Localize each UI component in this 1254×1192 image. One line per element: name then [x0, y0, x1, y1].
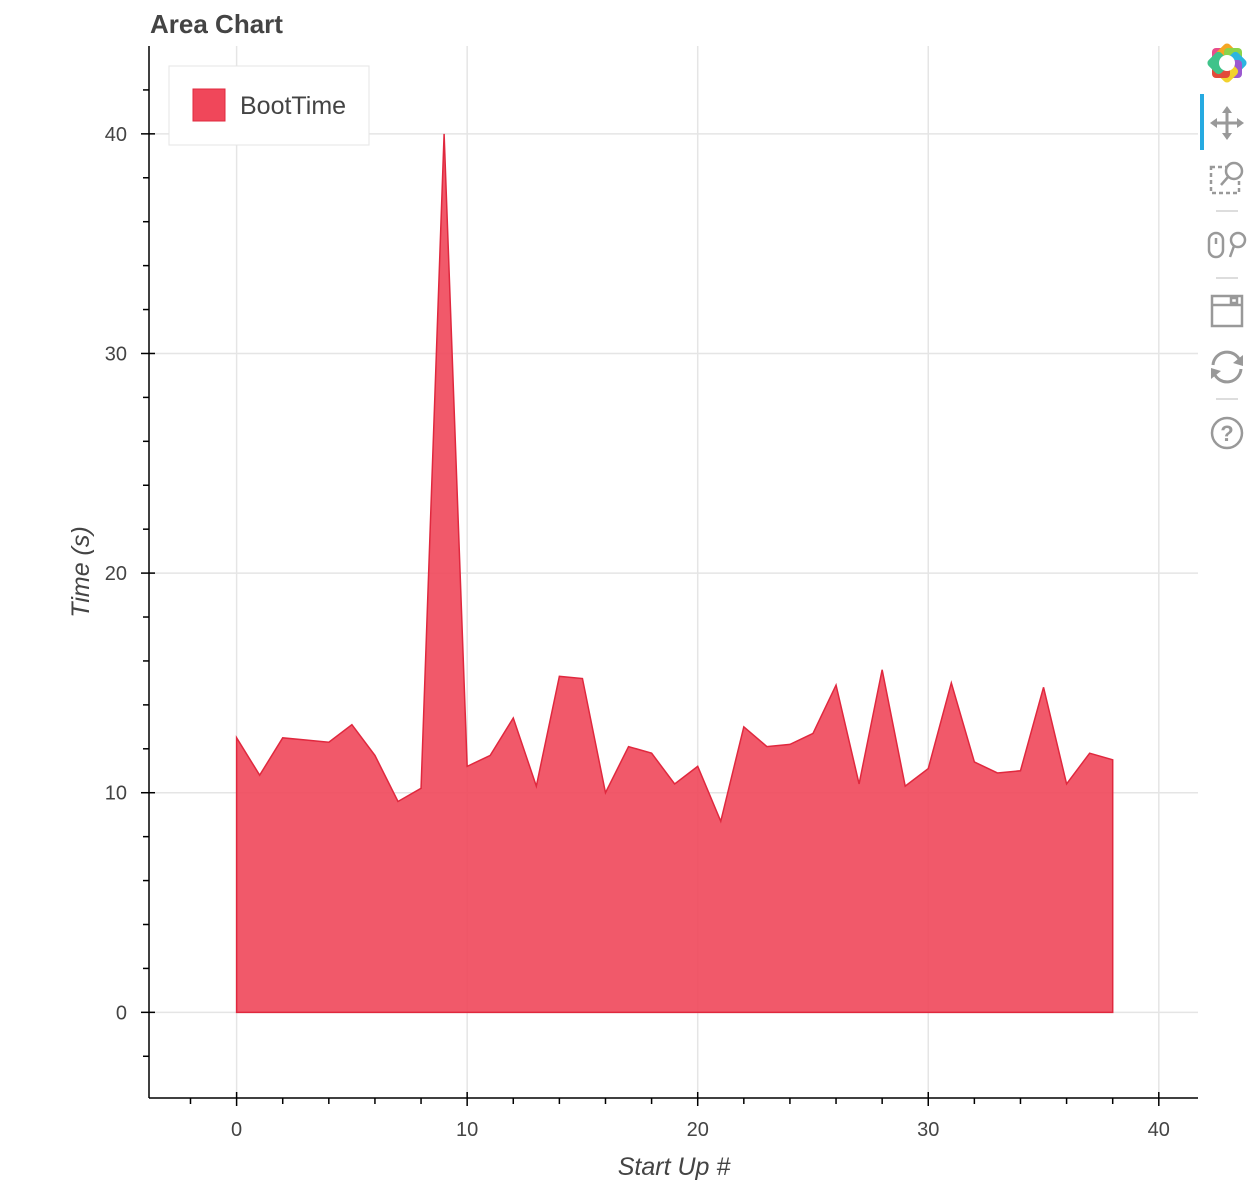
x-tick-label: 0 — [231, 1119, 242, 1141]
y-tick-label: 10 — [105, 783, 127, 805]
chart-title: Area Chart — [150, 9, 283, 39]
active-tool-indicator — [1200, 94, 1204, 150]
toolbar-divider — [1216, 398, 1238, 400]
x-tick-label: 40 — [1148, 1119, 1170, 1141]
y-tick-label: 20 — [105, 563, 127, 585]
y-tick-label: 0 — [116, 1002, 127, 1024]
x-axis-label: Start Up # — [618, 1153, 732, 1181]
toolbar: ? — [1198, 40, 1254, 490]
save-icon[interactable] — [1204, 288, 1250, 334]
toolbar-divider — [1216, 277, 1238, 279]
area-layer — [235, 133, 1114, 1014]
toolbar-divider — [1216, 210, 1238, 212]
y-tick-label: 40 — [105, 124, 127, 146]
svg-text:?: ? — [1220, 421, 1233, 446]
x-tick-label: 10 — [456, 1119, 478, 1141]
pan-icon[interactable] — [1204, 100, 1250, 146]
wheel-zoom-icon[interactable] — [1204, 222, 1250, 268]
bokeh-logo-icon[interactable] — [1204, 40, 1250, 86]
box-zoom-icon[interactable] — [1204, 155, 1250, 201]
y-tick-label: 30 — [105, 343, 127, 365]
reset-icon[interactable] — [1204, 344, 1250, 390]
x-tick-label: 20 — [687, 1119, 709, 1141]
legend: BootTime — [168, 65, 370, 146]
legend-swatch — [192, 88, 226, 122]
legend-label: BootTime — [240, 92, 346, 120]
y-axis-label: Time (s) — [67, 526, 95, 617]
x-tick-label: 30 — [917, 1119, 939, 1141]
axes: 0 10 20 30 40 0 10 20 30 40 — [105, 46, 1198, 1141]
area-series-boottime — [235, 133, 1114, 1014]
help-icon[interactable]: ? — [1204, 410, 1250, 456]
